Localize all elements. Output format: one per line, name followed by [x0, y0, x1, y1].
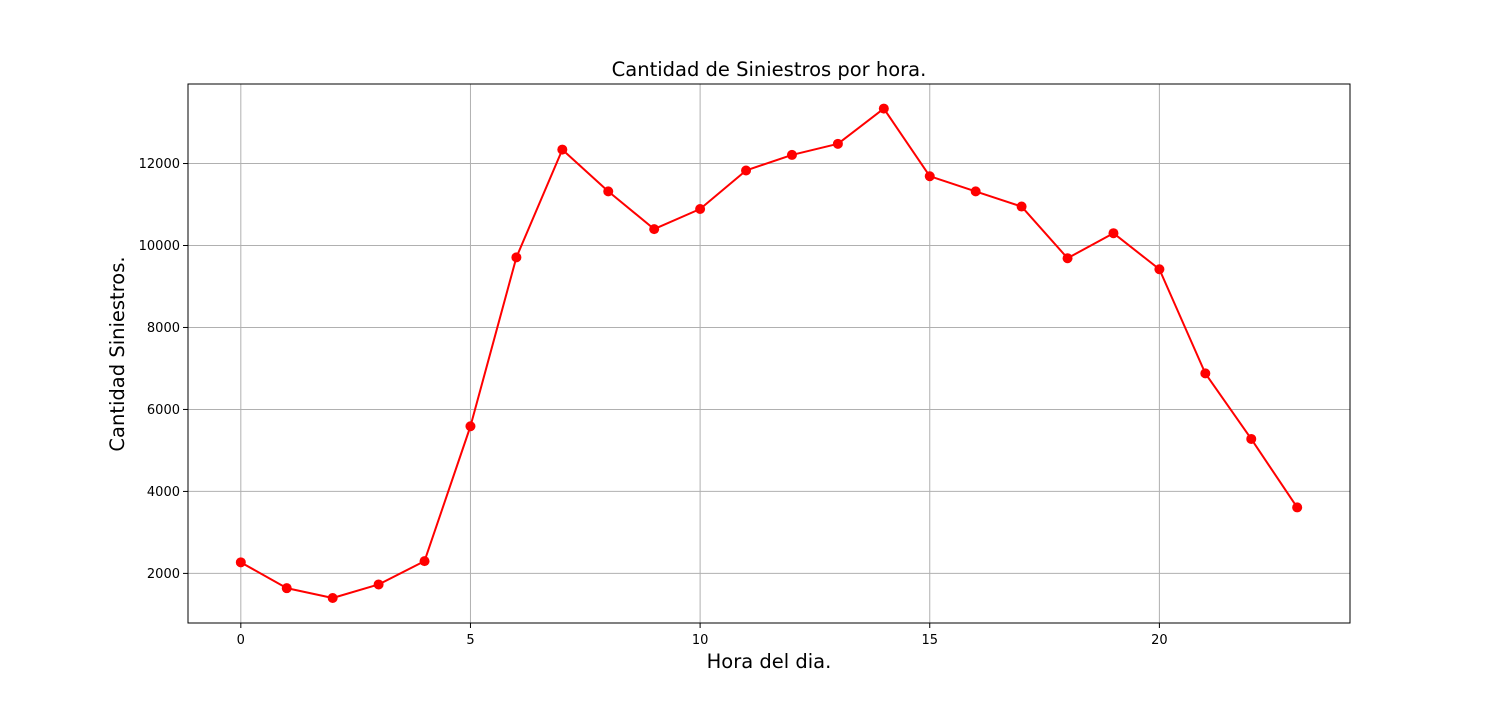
data-point [557, 144, 568, 155]
data-point [373, 579, 384, 590]
series-layer [235, 103, 1303, 603]
data-point [649, 224, 660, 235]
x-tick-label: 5 [466, 633, 474, 648]
data-point [970, 186, 981, 197]
y-tick-label: 12000 [139, 157, 180, 172]
data-point [786, 149, 797, 160]
x-tick-label: 20 [1151, 633, 1168, 648]
y-tick-label: 2000 [147, 567, 180, 582]
data-point [419, 556, 430, 567]
data-point [924, 171, 935, 182]
y-axis: 2000 4000 6000 8000 10000 12000 [139, 157, 188, 582]
data-point [1292, 502, 1303, 513]
data-point [603, 186, 614, 197]
x-tick-label: 0 [237, 633, 245, 648]
data-point [878, 103, 889, 114]
data-point [1108, 228, 1119, 239]
chart-title: Cantidad de Siniestros por hora. [612, 58, 927, 81]
x-tick-label: 15 [921, 633, 938, 648]
data-point [1062, 253, 1073, 264]
series-line [240, 107, 1299, 599]
data-point [1016, 201, 1027, 212]
data-point [1154, 264, 1165, 275]
y-tick-label: 10000 [139, 239, 180, 254]
data-point [511, 252, 522, 263]
y-tick-label: 4000 [147, 485, 180, 500]
x-tick-label: 10 [692, 633, 709, 648]
data-point [327, 592, 338, 603]
data-point [741, 165, 752, 176]
data-point [235, 557, 246, 568]
data-point [695, 204, 706, 215]
data-point [1200, 368, 1211, 379]
plot-frame [187, 83, 1351, 624]
data-point [281, 583, 292, 594]
y-tick-label: 6000 [147, 403, 180, 418]
y-axis-label: Cantidad Siniestros. [106, 256, 129, 451]
data-point [832, 138, 843, 149]
y-tick-label: 8000 [147, 321, 180, 336]
data-point [465, 421, 476, 432]
data-point [1246, 433, 1257, 444]
grid [188, 84, 1350, 623]
x-axis-label: Hora del dia. [707, 650, 832, 673]
x-axis: 0 5 10 15 20 [237, 623, 1168, 648]
